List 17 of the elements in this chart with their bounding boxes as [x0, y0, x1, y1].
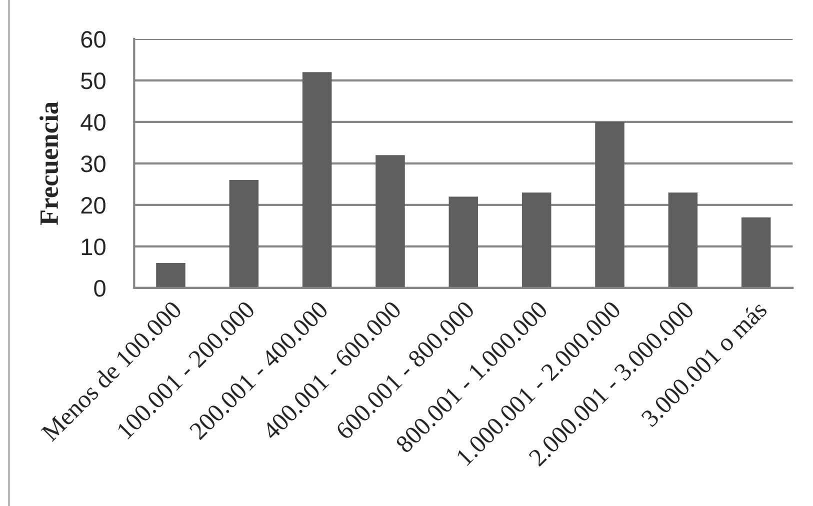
y-tick-label: 30: [81, 156, 106, 172]
y-tick-label: 50: [81, 72, 106, 90]
bar: [448, 196, 478, 288]
bar: [229, 180, 259, 288]
bar: [156, 263, 186, 288]
y-tick-label: 10: [82, 238, 106, 256]
y-axis-title: Frecuencia: [40, 102, 58, 226]
bar: [595, 122, 624, 288]
bar: [302, 72, 332, 288]
y-tick-label: 40: [80, 114, 106, 131]
y-tick-label: 60: [81, 31, 106, 48]
y-tick-label: 0: [94, 280, 106, 297]
y-tick-label: 20: [81, 197, 106, 214]
bar: [668, 192, 698, 288]
bar: [522, 192, 552, 288]
bar: [376, 155, 405, 288]
bar: [741, 217, 771, 288]
